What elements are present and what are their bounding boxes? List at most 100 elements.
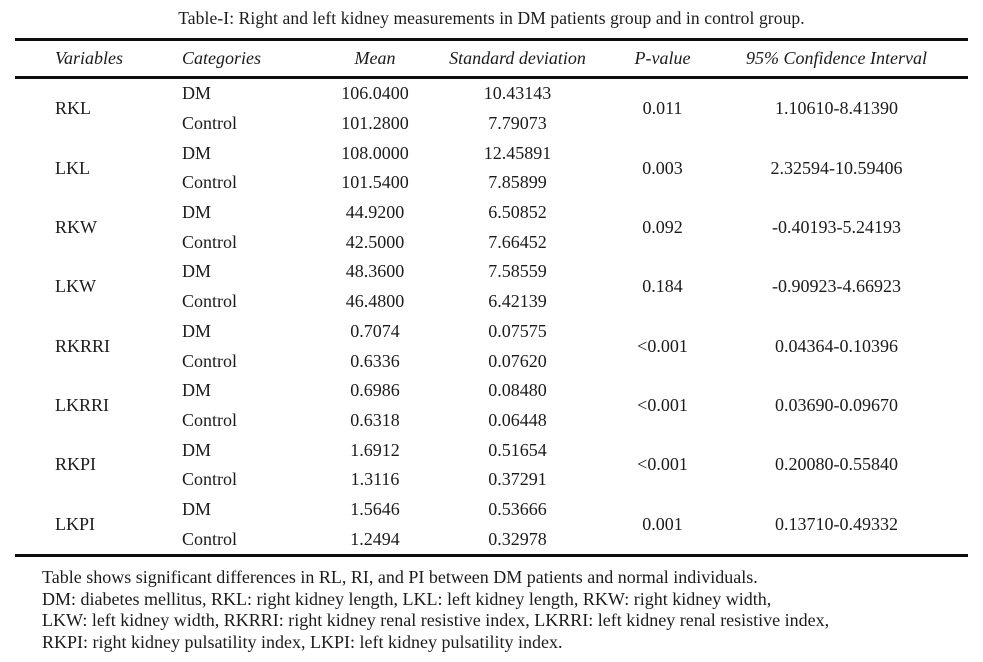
mean-cell: 101.5400 [341,172,409,193]
mean-cell: 0.6336 [350,350,400,371]
note-line: Table shows significant differences in R… [42,567,758,587]
table-row: Control 1.3116 0.37291 [15,465,968,495]
sd-cell: 7.58559 [488,261,547,282]
note-line: LKW: left kidney width, RKRRI: right kid… [42,610,830,631]
note-line: DM: diabetes mellitus, RKL: right kidney… [42,588,772,609]
table-row: RKPI DM 1.6912 0.51654 <0.001 0.20080-0.55840 [15,435,968,475]
ci-cell: 0.13710-0.49332 [775,513,898,534]
note-line: RKPI: right kidney pulsatility index, LK… [42,632,563,653]
ci-cell: -0.40193-5.24193 [772,216,901,237]
table-row: Control 42.5000 7.66452 [15,227,968,257]
sd-cell: 0.51654 [488,439,547,460]
sd-cell: 0.37291 [488,469,547,490]
mean-cell: 48.3600 [345,261,405,282]
sd-cell: 6.50852 [488,202,547,223]
category-cell: Control [182,172,238,193]
table-row: Control 0.6318 0.06448 [15,406,968,436]
p-value-cell: 0.001 [642,513,683,534]
variable-cell: LKL [55,157,90,178]
sd-cell: 10.43143 [483,83,552,104]
table-row: Control 101.2800 7.79073 [15,109,968,139]
sd-cell: 0.08480 [488,380,547,401]
category-cell: Control [182,528,238,549]
sd-cell: 0.32978 [488,528,547,549]
table-row: RKL DM 106.0400 10.43143 0.011 1.10610-8.4139… [15,79,968,118]
category-cell: Control [182,231,238,252]
ci-cell: 0.20080-0.55840 [775,454,898,475]
mean-cell: 1.2494 [350,528,400,549]
table-row: RKW DM 44.9200 6.50852 0.092 -0.40193-5.24193 [15,198,968,237]
table-row: RKRRI DM 0.7074 0.07575 <0.001 0.04364-0.1039… [15,317,968,356]
sd-cell: 7.79073 [488,113,547,134]
sd-cell: 0.06448 [488,409,547,430]
p-value-cell: <0.001 [637,395,688,416]
variable-cell: RKW [55,216,97,237]
p-value-cell: 0.011 [642,98,683,119]
table-row: Control 46.4800 6.42139 [15,287,968,317]
column-header-p-value: P-value [634,48,691,68]
table-row: Control 101.5400 7.85899 [15,168,968,198]
category-cell: DM [182,498,212,519]
p-value-cell: <0.001 [637,335,688,356]
sd-cell: 0.07575 [488,320,547,341]
header-table: Variables Categories Mean Standard devia… [15,41,968,76]
mean-cell: 101.2800 [341,113,409,134]
category-cell: Control [182,409,238,430]
category-cell: DM [182,380,212,401]
variable-cell: RKPI [55,454,97,475]
column-header-mean: Mean [354,48,396,68]
category-cell: Control [182,469,238,490]
ci-cell: 0.03690-0.09670 [775,395,898,416]
category-cell: Control [182,291,238,312]
header-row: Variables Categories Mean Standard devia… [15,41,968,76]
variable-cell: LKRRI [55,395,109,416]
ci-cell: 2.32594-10.59406 [770,157,903,178]
mean-cell: 1.5646 [350,498,400,519]
table-row: Control 1.2494 0.32978 [15,524,968,554]
variable-cell: RKRRI [55,335,111,356]
category-cell: Control [182,350,238,371]
mean-cell: 0.6986 [350,380,400,401]
top-rule [15,38,968,41]
table-row: LKPI DM 1.5646 0.53666 0.001 0.13710-0.49332 [15,495,968,534]
ci-cell: 0.04364-0.10396 [775,335,898,356]
sd-cell: 6.42139 [488,291,547,312]
header-rule [15,76,968,79]
category-cell: DM [182,142,212,163]
p-value-cell: 0.003 [642,157,683,178]
table-row: Control 0.6336 0.07620 [15,346,968,376]
mean-cell: 0.6318 [350,409,400,430]
mean-cell: 108.0000 [341,142,409,163]
mean-cell: 1.6912 [350,439,400,460]
table-title: Table-I: Right and left kidney measureme… [178,8,805,28]
table-row: LKL DM 108.0000 12.45891 0.003 2.32594-10.594… [15,138,968,178]
table-notes: Table shows significant differences in R… [42,567,963,654]
column-header-categories: Categories [182,48,261,68]
bottom-rule [15,554,968,557]
category-cell: DM [182,83,212,104]
ci-cell: 1.10610-8.41390 [775,98,898,119]
sd-cell: 0.07620 [488,350,547,371]
mean-cell: 106.0400 [341,83,409,104]
measurements-table: RKL DM 106.0400 10.43143 0.011 1.10610-8.4139… [15,79,968,554]
category-cell: DM [182,261,212,282]
category-cell: DM [182,320,212,341]
variable-cell: LKW [55,276,96,297]
column-header-variables: Variables [55,48,124,68]
sd-cell: 12.45891 [483,142,552,163]
mean-cell: 44.9200 [345,202,405,223]
sd-cell: 7.66452 [488,231,547,252]
mean-cell: 46.4800 [345,291,405,312]
mean-cell: 42.5000 [345,231,405,252]
variable-cell: LKPI [55,513,95,534]
ci-cell: -0.90923-4.66923 [772,276,901,297]
p-value-cell: <0.001 [637,454,688,475]
p-value-cell: 0.092 [642,216,683,237]
column-header-standard-deviation: Standard deviation [449,48,586,68]
category-cell: DM [182,439,212,460]
table-row: LKRRI DM 0.6986 0.08480 <0.001 0.03690-0.0967… [15,376,968,415]
mean-cell: 0.7074 [350,320,400,341]
mean-cell: 1.3116 [350,469,400,490]
variable-cell: RKL [55,98,91,119]
